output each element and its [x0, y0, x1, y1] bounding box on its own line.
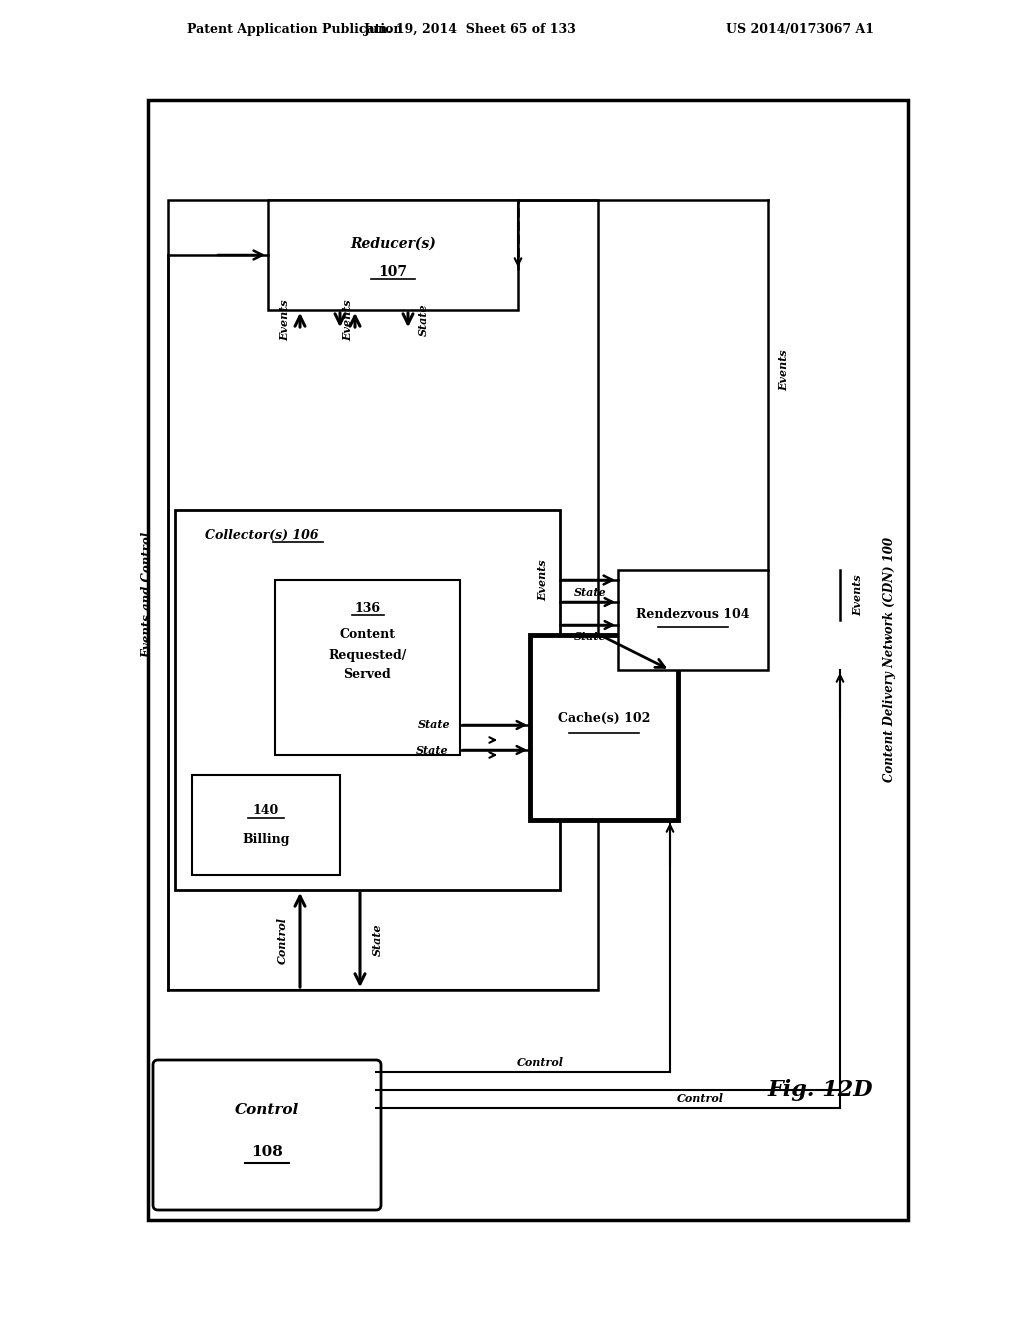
- Text: Billing: Billing: [243, 833, 290, 846]
- Bar: [193, 775, 340, 875]
- Text: Control: Control: [677, 1093, 724, 1104]
- Bar: [268, 180, 658, 330]
- Text: Events: Events: [537, 560, 548, 601]
- Text: Control: Control: [516, 1056, 563, 1068]
- Text: Served: Served: [344, 668, 391, 681]
- Text: Content: Content: [340, 628, 395, 642]
- Text: State: State: [418, 719, 450, 730]
- FancyBboxPatch shape: [153, 1060, 381, 1210]
- Text: State: State: [418, 304, 429, 337]
- Text: Requested/: Requested/: [329, 648, 407, 661]
- Text: State: State: [372, 924, 383, 956]
- Text: 108: 108: [251, 1144, 283, 1159]
- Text: Events and Control: Events and Control: [141, 532, 155, 659]
- Text: Cache(s) 102: Cache(s) 102: [558, 711, 650, 725]
- Text: Events: Events: [852, 574, 863, 616]
- Bar: [175, 510, 560, 890]
- Text: Events: Events: [778, 350, 790, 391]
- Bar: [618, 570, 768, 671]
- Text: State: State: [573, 586, 606, 598]
- Text: Patent Application Publication: Patent Application Publication: [187, 24, 402, 37]
- Text: Control: Control: [278, 916, 288, 964]
- Bar: [530, 635, 678, 820]
- Text: Fig. 12D: Fig. 12D: [767, 1078, 872, 1101]
- Text: 136: 136: [354, 602, 381, 615]
- Text: Collector(s) 106: Collector(s) 106: [205, 528, 318, 541]
- Text: Content Delivery Network (CDN) 100: Content Delivery Network (CDN) 100: [884, 537, 896, 783]
- Text: Events: Events: [342, 300, 353, 341]
- Bar: [168, 201, 598, 990]
- Text: 107: 107: [379, 264, 408, 279]
- Text: State: State: [573, 631, 606, 642]
- Text: Events: Events: [279, 300, 290, 341]
- Text: Reducer(s): Reducer(s): [350, 238, 436, 251]
- Text: Jun. 19, 2014  Sheet 65 of 133: Jun. 19, 2014 Sheet 65 of 133: [364, 24, 577, 37]
- Bar: [275, 579, 460, 755]
- Text: Control: Control: [234, 1102, 299, 1117]
- Text: Rendezvous 104: Rendezvous 104: [636, 609, 750, 622]
- Text: State: State: [416, 744, 449, 755]
- Bar: [148, 100, 908, 1220]
- Text: 140: 140: [253, 804, 280, 817]
- Text: US 2014/0173067 A1: US 2014/0173067 A1: [726, 24, 874, 37]
- Bar: [268, 201, 518, 310]
